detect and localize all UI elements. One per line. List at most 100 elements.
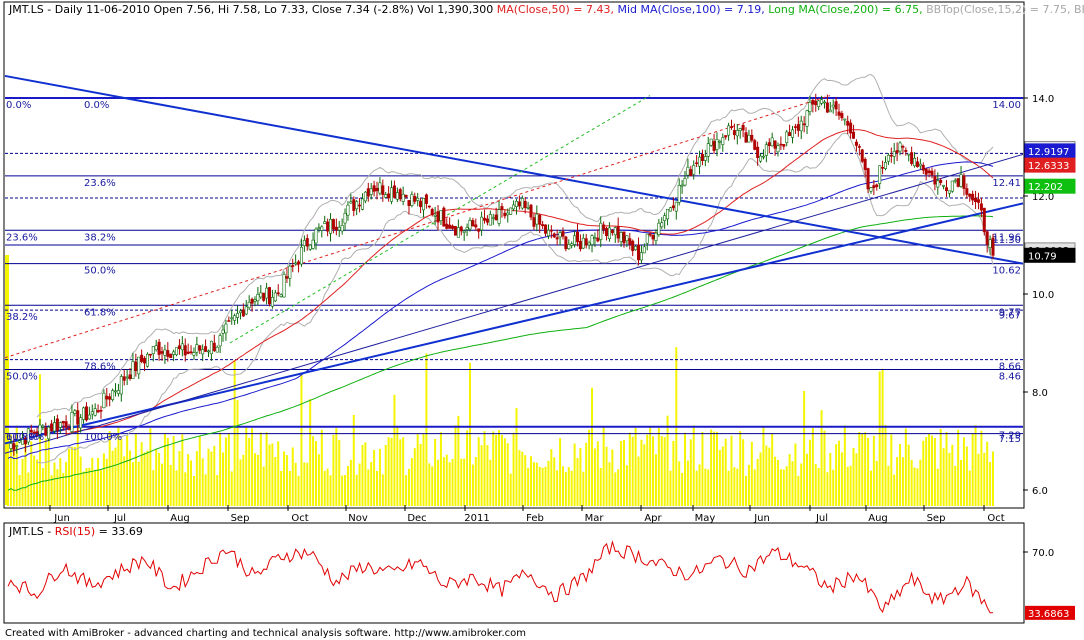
candle-body (151, 346, 155, 354)
volume-bar (695, 470, 698, 506)
candle-body (55, 418, 59, 431)
candle-body (924, 168, 928, 175)
volume-bar (704, 468, 707, 506)
volume-bar (303, 462, 306, 506)
candle-body (895, 150, 899, 153)
candle-body (718, 140, 722, 143)
candle-body (288, 265, 292, 279)
candle-body (465, 227, 469, 230)
fib-label-inner: 23.6% (84, 178, 116, 189)
volume-bar (901, 457, 904, 506)
volume-bar (521, 451, 524, 506)
volume-bar (248, 438, 251, 506)
candle-body (218, 335, 222, 347)
candle-body (372, 185, 376, 192)
candle-body (616, 225, 620, 239)
volume-bar (561, 466, 564, 506)
candle-body (808, 101, 812, 112)
candle-body (974, 197, 978, 203)
candle-body (953, 179, 957, 182)
volume-bar (774, 456, 777, 506)
volume-bar (948, 452, 951, 506)
candle-body (698, 156, 702, 167)
volume-bar (637, 456, 640, 506)
volume-bar (94, 469, 97, 506)
candle-body (535, 213, 539, 225)
candle-body (921, 164, 925, 171)
candle-body (265, 287, 269, 299)
candle-body (378, 182, 382, 194)
candle-body (709, 138, 713, 146)
candle-body (114, 390, 118, 393)
candle-body (509, 207, 513, 215)
candle-body (494, 214, 498, 221)
volume-bar (907, 444, 910, 506)
volume-bar (468, 362, 471, 506)
volume-bar (939, 428, 942, 506)
candle-body (445, 223, 449, 229)
candle-body (424, 194, 428, 204)
candle-body (820, 99, 824, 104)
candle-body (58, 422, 62, 428)
candle-body (599, 222, 603, 240)
volume-bar (259, 432, 262, 506)
volume-bar (646, 434, 649, 506)
candle-body (419, 200, 423, 208)
volume-bar (747, 464, 750, 506)
candle-body (230, 317, 234, 320)
candle-body (430, 208, 434, 216)
volume-bar (33, 455, 36, 506)
candle-body (863, 158, 867, 170)
candle-body (945, 187, 949, 191)
volume-bar (233, 360, 236, 506)
candle-body (840, 113, 844, 119)
volume-bar (466, 430, 469, 506)
candle-body (549, 229, 553, 232)
candle-body (883, 162, 887, 169)
volume-bar (782, 469, 785, 506)
volume-bar (224, 437, 227, 506)
candle-body (143, 357, 147, 364)
candle-body (764, 144, 768, 156)
candle-body (433, 214, 437, 217)
volume-bar (5, 255, 9, 505)
volume-bar (102, 453, 105, 506)
volume-bar (564, 472, 567, 506)
x-tick-label: Feb (526, 513, 544, 524)
volume-bar (933, 437, 936, 506)
volume-bar (62, 472, 65, 506)
volume-bar (855, 453, 858, 506)
candle-body (857, 146, 861, 148)
volume-bar (971, 433, 974, 506)
ma200-line (7, 215, 994, 491)
volume-bar (506, 443, 509, 506)
volume-bar (50, 475, 53, 506)
candle-body (160, 351, 164, 354)
volume-bar (785, 466, 788, 506)
candle-body (558, 232, 562, 238)
candle-body (915, 161, 919, 167)
candle-body (544, 224, 548, 234)
x-axis-ticks: Jun Jul Aug Sep Oct Nov Dec 2011 Feb Mar Apr May Jun… (49, 505, 1005, 524)
volume-bar (957, 429, 960, 506)
candle-body (590, 235, 594, 245)
candle-body (468, 220, 472, 230)
candle-body (654, 232, 658, 241)
level-value-label: 11.30 (992, 235, 1021, 246)
candle-body (985, 231, 989, 245)
volume-bar (190, 460, 193, 506)
volume-bar (172, 435, 175, 506)
volume-bar (384, 444, 387, 506)
volume-bar (262, 466, 265, 506)
candle-body (959, 174, 963, 187)
candle-body (483, 217, 487, 221)
candle-body (297, 261, 301, 265)
candle-body (198, 345, 202, 351)
volume-bar (823, 430, 826, 506)
candle-body (299, 246, 303, 265)
candle-body (35, 431, 39, 435)
candle-body (628, 238, 632, 245)
rsi-symbol: JMT.LS (8, 525, 44, 538)
volume-bar (611, 449, 614, 506)
